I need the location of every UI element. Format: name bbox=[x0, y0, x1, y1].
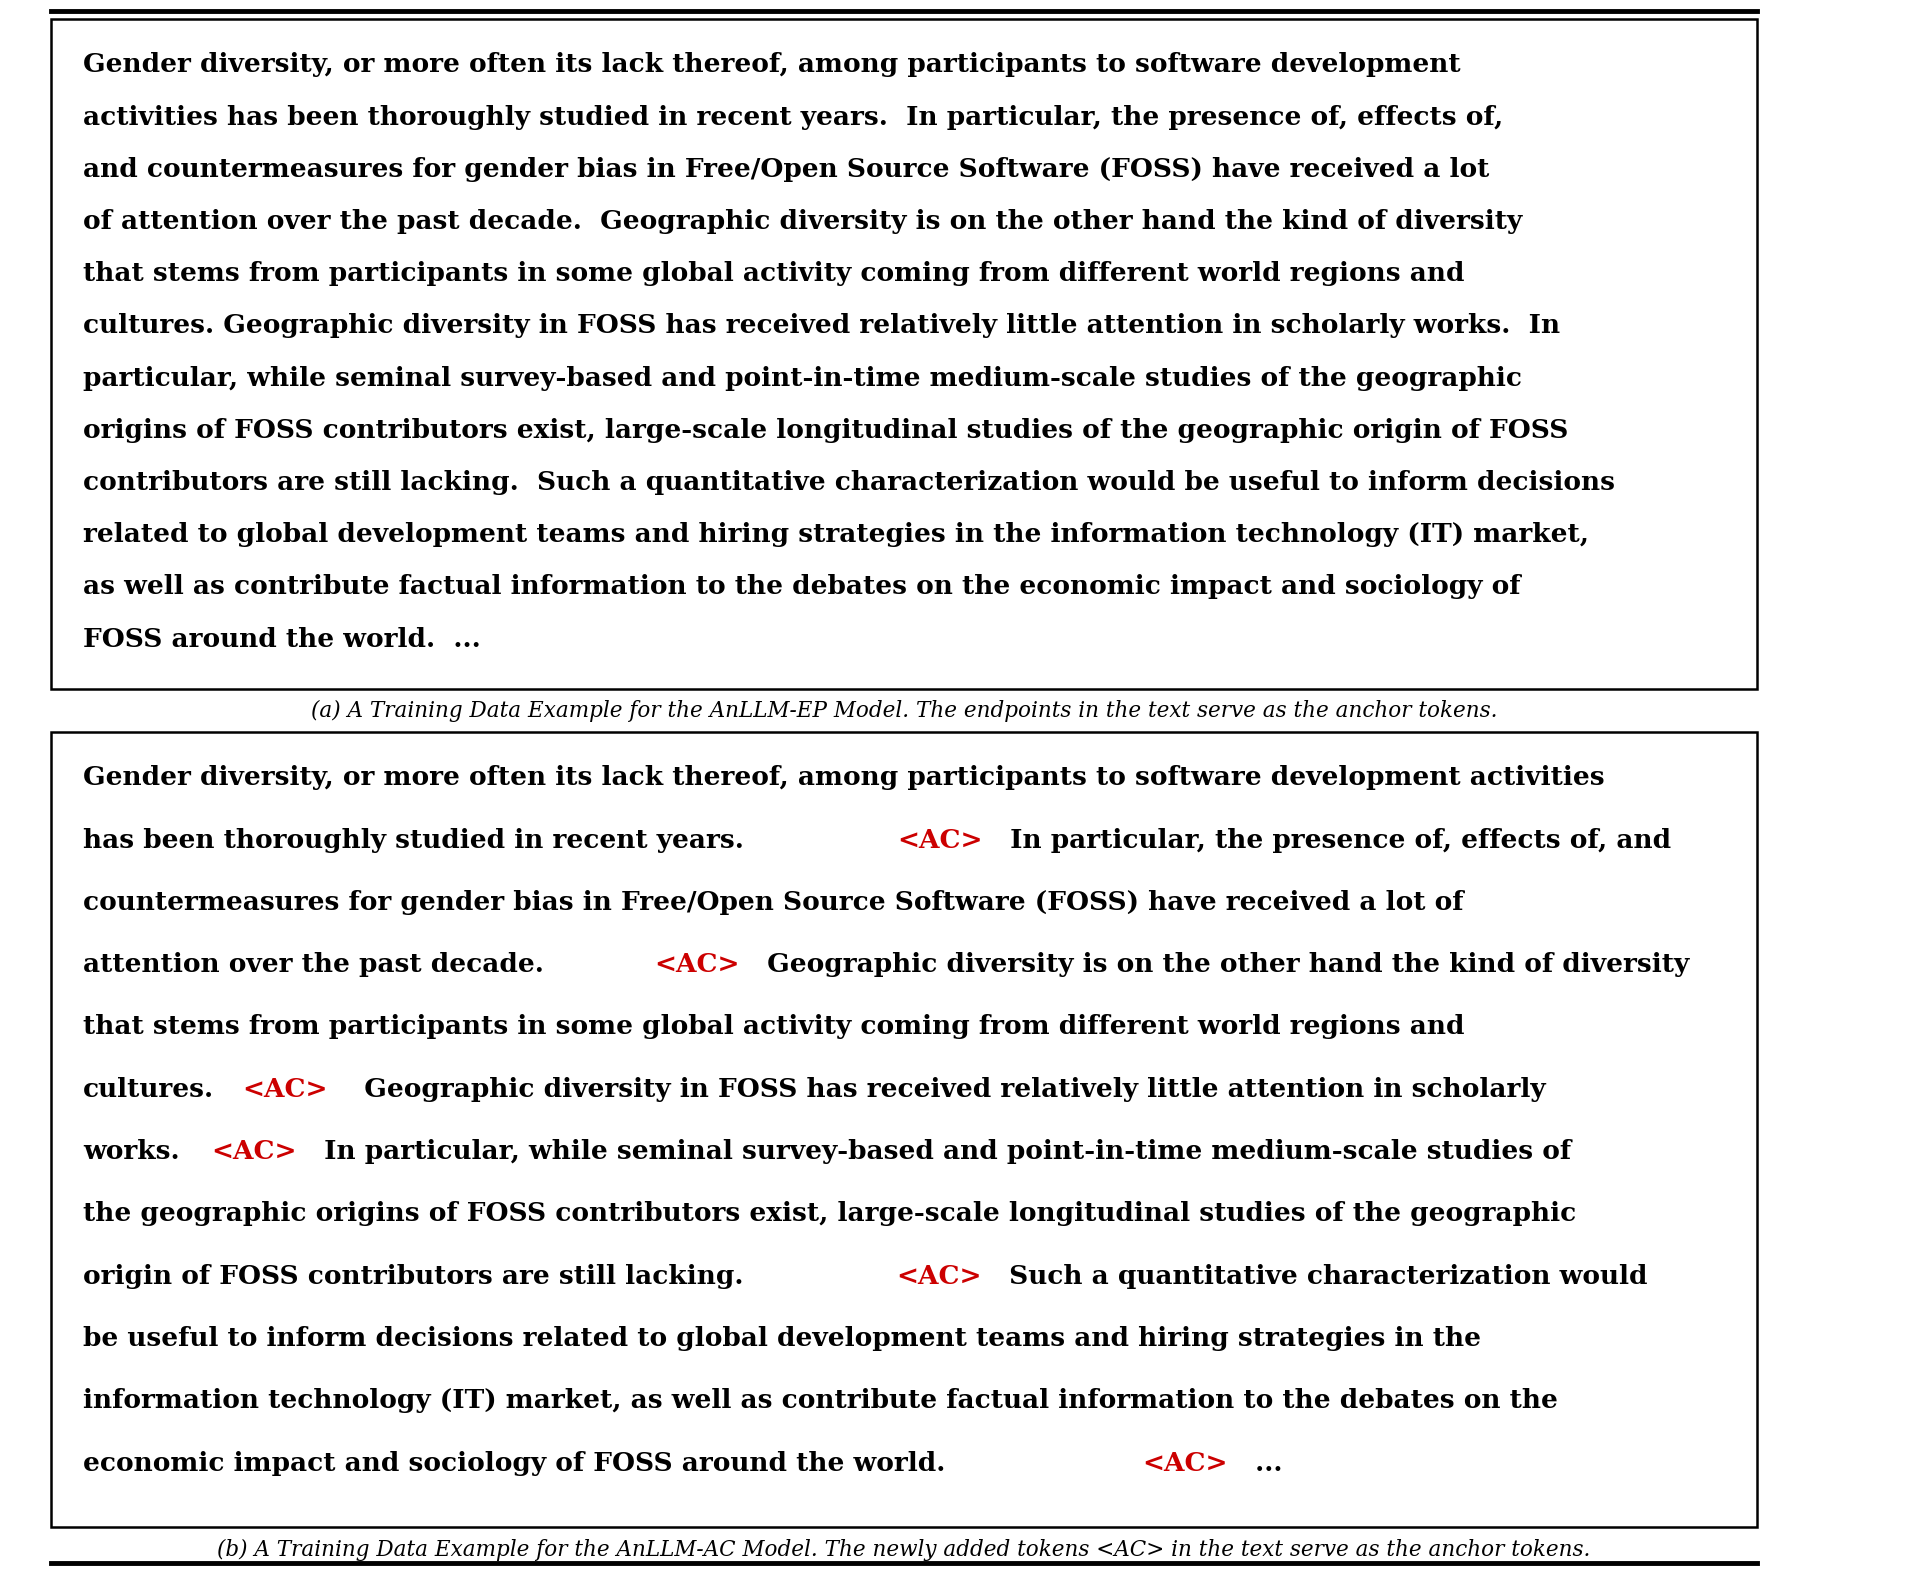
Text: origins of FOSS contributors exist, large-scale longitudinal studies of the geog: origins of FOSS contributors exist, larg… bbox=[83, 417, 1569, 442]
Text: <AC>: <AC> bbox=[242, 1077, 328, 1102]
Text: In particular, while seminal survey-based and point-in-time medium-scale studies: In particular, while seminal survey-base… bbox=[315, 1140, 1572, 1165]
Text: FOSS around the world.  ...: FOSS around the world. ... bbox=[83, 626, 480, 652]
Text: origin of FOSS contributors are still lacking.: origin of FOSS contributors are still la… bbox=[83, 1264, 753, 1289]
Text: <AC>: <AC> bbox=[897, 1264, 981, 1289]
Text: (b) A Training Data Example for the AnLLM-AC Model. The newly added tokens <AC> : (b) A Training Data Example for the AnLL… bbox=[217, 1539, 1590, 1561]
Text: that stems from participants in some global activity coming from different world: that stems from participants in some glo… bbox=[83, 1014, 1465, 1039]
Text: ...: ... bbox=[1246, 1451, 1283, 1475]
Text: the geographic origins of FOSS contributors exist, large-scale longitudinal stud: the geographic origins of FOSS contribut… bbox=[83, 1201, 1576, 1226]
Text: particular, while seminal survey-based and point-in-time medium-scale studies of: particular, while seminal survey-based a… bbox=[83, 365, 1523, 390]
Text: of attention over the past decade.  Geographic diversity is on the other hand th: of attention over the past decade. Geogr… bbox=[83, 209, 1523, 235]
Text: countermeasures for gender bias in Free/Open Source Software (FOSS) have receive: countermeasures for gender bias in Free/… bbox=[83, 889, 1463, 914]
Text: Gender diversity, or more often its lack thereof, among participants to software: Gender diversity, or more often its lack… bbox=[83, 765, 1605, 790]
Text: information technology (IT) market, as well as contribute factual information to: information technology (IT) market, as w… bbox=[83, 1388, 1557, 1413]
Text: contributors are still lacking.  Such a quantitative characterization would be u: contributors are still lacking. Such a q… bbox=[83, 471, 1615, 496]
Text: Geographic diversity is on the other hand the kind of diversity: Geographic diversity is on the other han… bbox=[758, 952, 1690, 977]
Text: Such a quantitative characterization would: Such a quantitative characterization wou… bbox=[1000, 1264, 1647, 1289]
Text: (a) A Training Data Example for the AnLLM-EP Model. The endpoints in the text se: (a) A Training Data Example for the AnLL… bbox=[311, 700, 1498, 722]
Text: works.: works. bbox=[83, 1140, 188, 1165]
Text: cultures. Geographic diversity in FOSS has received relatively little attention : cultures. Geographic diversity in FOSS h… bbox=[83, 313, 1561, 338]
Text: <AC>: <AC> bbox=[897, 828, 983, 853]
Text: In particular, the presence of, effects of, and: In particular, the presence of, effects … bbox=[1000, 828, 1670, 853]
Text: <AC>: <AC> bbox=[211, 1140, 298, 1165]
Text: <AC>: <AC> bbox=[1142, 1451, 1227, 1475]
Text: be useful to inform decisions related to global development teams and hiring str: be useful to inform decisions related to… bbox=[83, 1325, 1480, 1350]
Text: has been thoroughly studied in recent years.: has been thoroughly studied in recent ye… bbox=[83, 828, 753, 853]
Text: cultures.: cultures. bbox=[83, 1077, 215, 1102]
Text: activities has been thoroughly studied in recent years.  In particular, the pres: activities has been thoroughly studied i… bbox=[83, 104, 1503, 129]
Text: <AC>: <AC> bbox=[655, 952, 739, 977]
Text: Geographic diversity in FOSS has received relatively little attention in scholar: Geographic diversity in FOSS has receive… bbox=[346, 1077, 1546, 1102]
Text: that stems from participants in some global activity coming from different world: that stems from participants in some glo… bbox=[83, 261, 1465, 286]
FancyBboxPatch shape bbox=[50, 732, 1757, 1527]
Text: attention over the past decade.: attention over the past decade. bbox=[83, 952, 553, 977]
Text: related to global development teams and hiring strategies in the information tec: related to global development teams and … bbox=[83, 523, 1590, 548]
Text: economic impact and sociology of FOSS around the world.: economic impact and sociology of FOSS ar… bbox=[83, 1451, 954, 1475]
FancyBboxPatch shape bbox=[50, 19, 1757, 689]
Text: as well as contribute factual information to the debates on the economic impact : as well as contribute factual informatio… bbox=[83, 575, 1521, 600]
Text: and countermeasures for gender bias in Free/Open Source Software (FOSS) have rec: and countermeasures for gender bias in F… bbox=[83, 157, 1490, 183]
Text: Gender diversity, or more often its lack thereof, among participants to software: Gender diversity, or more often its lack… bbox=[83, 52, 1461, 77]
